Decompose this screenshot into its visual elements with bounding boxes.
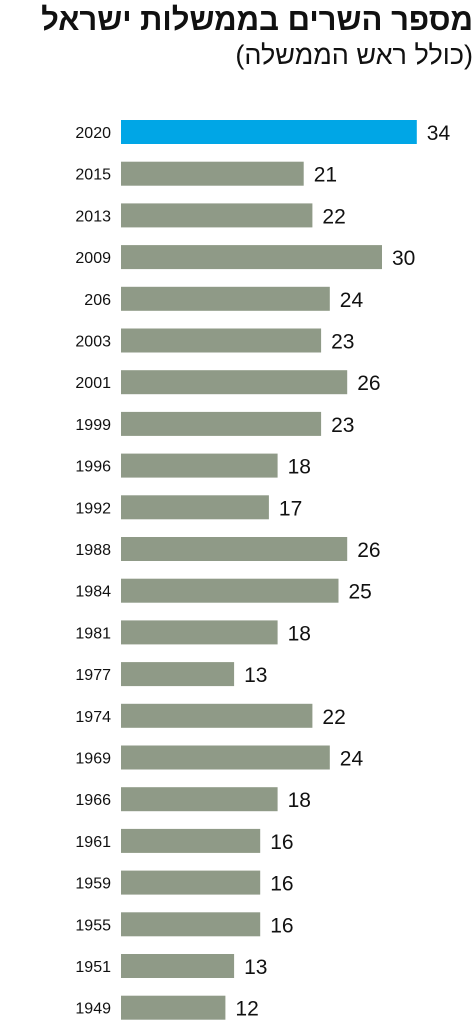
category-tick-label: 1955 [75,917,111,934]
bar-row-1977: 1977 13 [75,662,267,687]
bar [121,161,304,186]
bar [121,912,261,937]
bar-value-label: 17 [279,497,302,520]
category-tick-label: 2020 [75,125,111,142]
bar-value-label: 16 [270,831,293,854]
bar [121,828,261,853]
bar [121,787,278,812]
bar-row-1974: 1974 22 [75,703,346,729]
category-tick-label: 1977 [75,667,111,684]
bar [121,870,261,895]
category-tick-label: 1949 [75,1001,111,1018]
bar-value-label: 26 [357,539,380,562]
chart-title: מספר השרים בממשלות ישראל [41,2,473,37]
category-tick-label: 1966 [75,792,111,809]
category-tick-label: 1974 [75,709,111,726]
bar [121,954,235,978]
bar-value-label: 16 [270,914,293,937]
bar-row-1951: 1951 13 [75,954,267,979]
bar-row-2020: 2020 34 [75,120,450,145]
category-tick-label: 206 [84,292,111,309]
bar-value-label: 16 [270,873,293,896]
bar [121,370,348,395]
bar-value-label: 26 [357,372,380,395]
bar [121,328,322,353]
category-tick-label: 2003 [75,334,111,351]
bar [121,745,330,770]
bar-value-label: 13 [244,664,267,687]
bar-row-2015: 2015 21 [75,161,337,187]
bar-row-1988: 1988 26 [75,537,381,562]
category-tick-label: 1984 [75,584,111,601]
highlighted-bar [121,120,417,144]
bar-row-1961: 1961 16 [75,828,294,854]
category-tick-label: 1996 [75,459,111,476]
bar-row-1969: 1969 24 [75,745,364,771]
category-tick-label: 1981 [75,625,111,642]
bar-value-label: 24 [340,748,364,771]
bar-value-label: 23 [331,414,354,437]
bar-row-1992: 1992 17 [75,495,302,520]
bar-value-label: 18 [288,789,311,812]
bar [121,245,382,270]
bar-row-1981: 1981 18 [75,620,311,645]
bar [121,995,226,1020]
bar [121,411,322,436]
chart-subtitle: (כולל ראש הממשלה) [235,40,473,70]
bar-row-1966: 1966 18 [75,787,311,812]
bar-value-label: 34 [427,122,451,145]
category-tick-label: 1988 [75,542,111,559]
bar-row-2013: 2013 22 [75,203,346,228]
bar-row-1955: 1955 16 [75,912,294,937]
bar [121,203,313,228]
bar [121,286,330,311]
bar [121,537,348,561]
bar-value-label: 24 [340,289,364,312]
category-tick-label: 1992 [75,500,111,517]
bar-row-1949: 1949 12 [75,995,259,1021]
bar [121,453,278,478]
category-tick-label: 1969 [75,751,111,768]
bar-row-206: 206 24 [84,286,364,312]
bar-value-label: 21 [314,164,337,187]
bar [121,662,235,687]
bar-row-1999: 1999 23 [75,411,354,437]
category-tick-label: 2015 [75,167,111,184]
bar-value-label: 25 [349,581,372,604]
bar-value-label: 18 [288,622,311,645]
category-tick-label: 1999 [75,417,111,434]
category-tick-label: 1959 [75,876,111,893]
category-tick-label: 1961 [75,834,111,851]
bar-value-label: 23 [331,331,354,354]
bar-value-label: 30 [392,247,415,270]
bar [121,578,339,603]
bar-row-2009: 2009 30 [75,245,415,270]
bar [121,703,313,728]
bar-row-1996: 1996 18 [75,453,311,479]
bar-row-2003: 2003 23 [75,328,354,354]
bar-value-label: 12 [235,998,258,1021]
bar-row-1959: 1959 16 [75,870,294,896]
bar [121,495,269,520]
bar-row-1984: 1984 25 [75,578,372,604]
bar-row-2001: 2001 26 [75,370,381,395]
category-tick-label: 2001 [75,375,111,392]
category-tick-label: 2013 [75,208,111,225]
bar-value-label: 22 [322,706,345,729]
category-tick-label: 2009 [75,250,111,267]
category-tick-label: 1951 [75,959,111,976]
bar [121,620,278,645]
bar-value-label: 18 [288,456,311,479]
bar-value-label: 13 [244,956,267,979]
bar-value-label: 22 [322,205,345,228]
